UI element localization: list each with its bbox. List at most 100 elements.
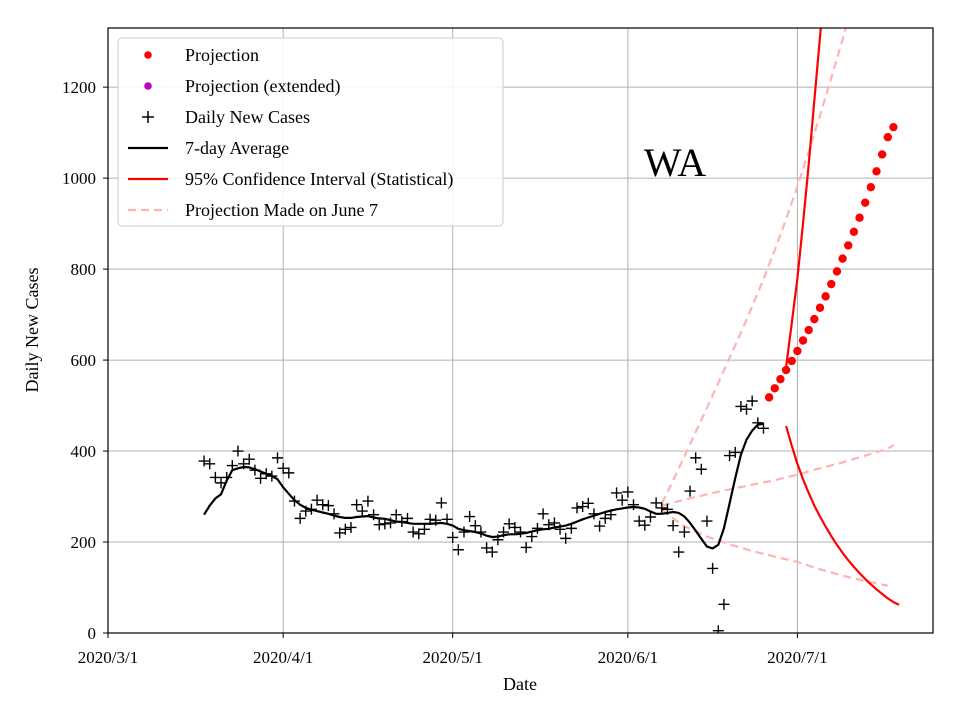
x-axis-label: Date [503, 674, 537, 694]
daily-case-point [215, 477, 227, 489]
daily-case-point [407, 526, 419, 538]
daily-case-point [401, 512, 413, 524]
projection-point [844, 241, 853, 250]
daily-case-point [260, 468, 272, 480]
daily-case-point [396, 516, 408, 528]
daily-case-point [464, 511, 476, 523]
daily-case-point [588, 508, 600, 520]
daily-case-point [526, 531, 538, 543]
daily-case-point [729, 446, 741, 458]
legend-marker-dot [144, 51, 152, 59]
tick-layer: 2020/3/1 2020/4/1 2020/5/1 2020/6/1 2020/7/1… [62, 78, 828, 667]
projection-point [810, 314, 819, 324]
y-tick-label: 1200 [62, 78, 96, 97]
series-projection-made-on-june-7-upper [660, 28, 847, 504]
daily-case-point [430, 514, 442, 526]
daily-case-point [633, 515, 645, 527]
daily-case-point [684, 485, 696, 497]
series-projection-made-on-june-7-lower [661, 508, 889, 587]
daily-case-point [226, 460, 238, 472]
projection-point [798, 336, 808, 345]
daily-case-point [266, 470, 278, 482]
daily-case-point [548, 517, 560, 529]
daily-case-point [379, 518, 391, 530]
projection-point [877, 150, 887, 159]
legend-label: 7-day Average [185, 138, 289, 158]
daily-case-point [616, 494, 628, 506]
legend: Projection Projection (extended) Daily New… [117, 37, 504, 227]
daily-case-point [249, 464, 261, 476]
daily-case-point [418, 523, 430, 535]
daily-case-point [599, 512, 611, 524]
y-tick-label: 600 [71, 351, 97, 370]
projection-point [776, 374, 785, 384]
daily-case-point [424, 513, 436, 525]
daily-case-point [503, 518, 515, 530]
daily-case-point [678, 526, 690, 538]
daily-case-point [272, 452, 284, 464]
daily-case-point [537, 508, 549, 520]
daily-case-point [718, 598, 730, 610]
legend-label: Projection (extended) [185, 76, 340, 97]
daily-case-point [560, 532, 572, 544]
daily-case-point [673, 546, 685, 558]
projection-point [815, 303, 825, 312]
x-tick-label: 2020/5/1 [422, 648, 482, 667]
daily-case-point [515, 526, 526, 538]
projection-point [872, 167, 881, 176]
daily-case-point [543, 519, 555, 531]
daily-case-point [656, 502, 668, 514]
plot-frame [107, 27, 934, 634]
daily-case-point [520, 541, 532, 553]
daily-case-point [458, 526, 470, 538]
daily-case-point [255, 472, 267, 484]
daily-case-point [628, 499, 640, 511]
series-projection-made-on-june-7-mid [661, 444, 895, 507]
daily-case-point [221, 471, 233, 483]
projection-point [781, 365, 791, 375]
daily-case-point [373, 519, 385, 531]
daily-case-point [741, 403, 753, 415]
projection-point [838, 254, 847, 263]
daily-case-point [232, 445, 244, 457]
daily-case-point [492, 534, 504, 546]
daily-case-point [469, 520, 481, 532]
daily-case-point [311, 494, 323, 506]
daily-case-point [577, 501, 589, 513]
legend-marker-plus [142, 111, 154, 123]
daily-case-point [571, 502, 583, 514]
daily-case-point [707, 562, 719, 574]
daily-case-point [701, 515, 713, 527]
daily-case-point [351, 499, 363, 511]
daily-case-point [509, 521, 521, 533]
legend-label: Projection Made on June 7 [185, 200, 378, 220]
daily-case-point [283, 467, 295, 479]
legend-marker-dot [144, 82, 152, 90]
daily-case-point [441, 513, 453, 525]
daily-case-point [712, 625, 724, 633]
daily-case-point [413, 528, 425, 540]
daily-case-point [339, 523, 351, 535]
daily-case-point [305, 503, 317, 515]
daily-case-point [486, 546, 498, 558]
projection-point [889, 122, 898, 132]
daily-case-point [475, 526, 487, 538]
series-7-day-average [203, 422, 764, 550]
series-95-confidence-interval-statistical-upper [785, 28, 822, 368]
series-95-confidence-interval-statistical-lower [785, 425, 900, 606]
legend-label: Projection [185, 45, 259, 65]
daily-case-point [565, 522, 577, 534]
daily-case-point [447, 531, 459, 543]
daily-case-point [690, 452, 702, 464]
daily-case-point [746, 395, 758, 407]
daily-case-point [385, 517, 397, 529]
daily-case-point [752, 417, 764, 429]
daily-case-point [639, 519, 651, 531]
daily-case-point [328, 508, 340, 520]
daily-case-point [757, 422, 769, 434]
projection-point [866, 183, 876, 192]
daily-case-point [238, 458, 250, 470]
daily-case-point [368, 509, 380, 521]
projection-point [793, 346, 802, 356]
